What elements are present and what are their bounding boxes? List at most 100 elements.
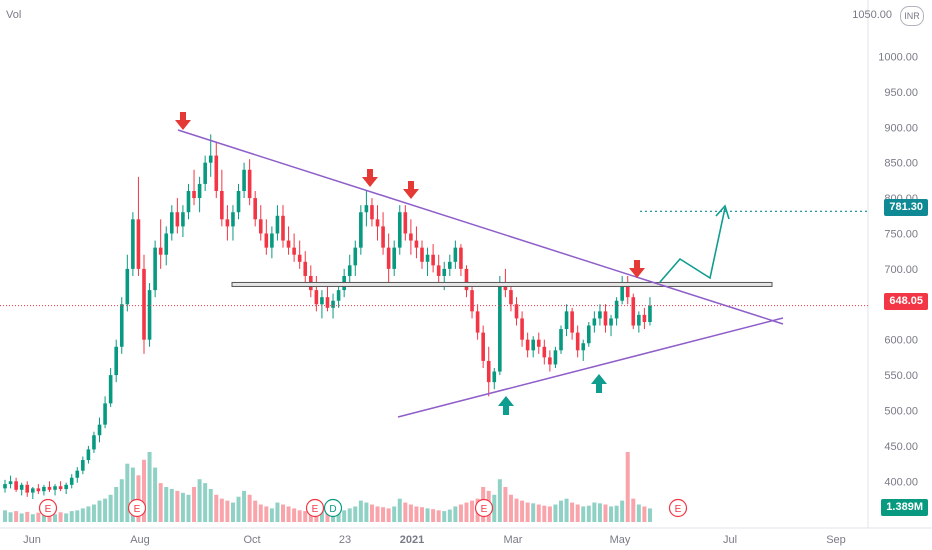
volume-bar [547,506,552,522]
candle-body [536,339,541,347]
candle-body [403,212,408,234]
candle-body [331,300,335,308]
earnings-marker [305,498,325,518]
candle-body [475,311,480,333]
candle-body [514,304,519,319]
event-marker-label: E [675,504,682,515]
currency-badge[interactable]: INR [900,6,924,26]
candle-body [64,484,68,490]
volume-bar [275,502,280,522]
ascending-trendline [397,317,784,418]
volume-bar [119,479,124,522]
candle-body [581,343,586,351]
candle-body [397,212,402,248]
candle-body [370,205,374,220]
candle-body [520,318,524,340]
candle-body [614,300,619,319]
candle-body [481,332,485,361]
candle-body [86,449,91,461]
candle-body [253,198,257,220]
volume-bar [75,510,80,522]
candle-body [225,219,230,227]
candle-body [492,371,497,383]
candle-body [103,403,107,425]
candle-body [69,477,74,485]
volume-bar [103,498,108,522]
candle-body [575,332,580,351]
price-axis[interactable]: 1000.00950.00900.00850.00800.00750.00700… [878,51,918,488]
candle-body [3,484,7,489]
y-tick-label: 700.00 [884,264,918,276]
candle-body [603,311,608,326]
candle-body [525,339,530,351]
volume-bar [336,512,341,522]
volume-bar [164,487,169,522]
time-axis[interactable]: Jun Aug Oct 23 2021 Mar May Jul Sep [23,534,846,546]
candle-body [486,360,491,383]
volume-bar [642,506,647,522]
candle-body [637,314,641,326]
volume-bar [559,500,563,522]
candle-body [170,212,174,234]
volume-bar [258,504,263,522]
volume-bar [403,502,408,522]
volume-bar [47,513,52,522]
candle-body [286,240,291,248]
volume-bar [436,510,441,522]
volume-bar [431,509,436,522]
candle-body [31,488,35,493]
candle-body [297,254,302,262]
volume-bar [30,514,35,522]
volume-bar [458,504,463,522]
volume-bar [364,502,369,522]
candle-body [42,486,46,492]
volume-bar [41,515,46,522]
candle-body [431,254,435,266]
candle-body [542,346,547,358]
y-tick-label: 450.00 [884,441,918,453]
volume-bar [447,509,452,522]
candle-body [548,357,552,365]
volume-bar [631,498,636,522]
event-marker-label: E [481,504,488,515]
volume-bar [169,488,174,522]
drawing-overlays [0,112,868,418]
candle-body [181,212,185,227]
candle-body [381,226,385,248]
volume-bar [575,504,580,522]
volume-bar [136,475,141,522]
last-price-label: 648.05 [884,293,928,310]
y-tick-label: 400.00 [884,476,918,488]
candle-body [375,219,380,227]
volume-bar [247,494,252,522]
y-tick-label: 600.00 [884,335,918,347]
volume-bar [214,494,219,522]
candle-body [136,219,141,269]
grid-lines [0,0,932,529]
volume-bar [230,502,235,522]
volume-bar [36,512,41,522]
volume-bar [420,507,424,522]
candle-body [281,215,285,241]
volume-indicator-label: Vol [6,9,22,21]
candle-body [436,265,441,276]
candle-body [14,481,18,490]
volume-bar [19,513,24,522]
volume-bar [3,510,7,522]
y-tick-label: 850.00 [884,158,918,170]
volume-bar [253,500,258,522]
volume-bar [464,502,469,522]
candle-body [19,484,24,490]
candle-body [420,247,424,262]
volume-bar [520,500,525,522]
x-tick-label: 23 [339,534,351,546]
candle-body [570,311,574,333]
volume-bar [392,506,397,522]
y-tick-label: 500.00 [884,405,918,417]
volume-bar [114,487,119,522]
candle-body [97,424,102,436]
candle-body [36,488,41,492]
sell-arrow-icon [629,260,645,278]
earnings-marker [668,498,688,518]
